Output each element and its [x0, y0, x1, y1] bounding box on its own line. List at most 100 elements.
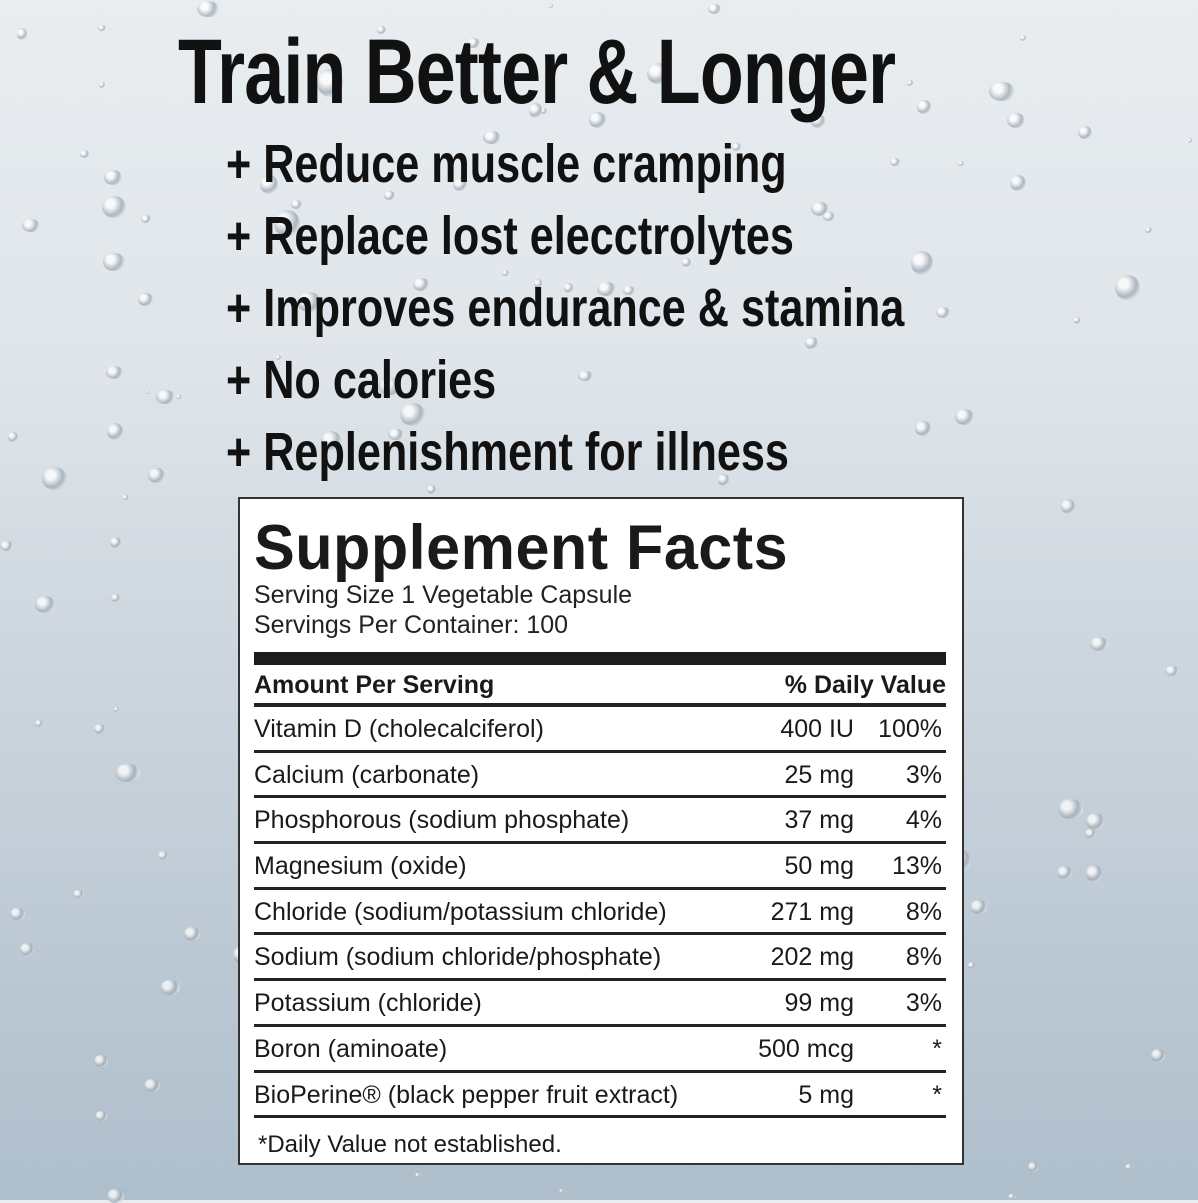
nutrient-name: Chloride (sodium/potassium chloride) — [254, 897, 667, 926]
water-droplet — [1144, 226, 1152, 233]
water-droplet — [1007, 112, 1026, 129]
water-droplet — [103, 252, 125, 272]
water-droplet — [72, 889, 84, 898]
nutrient-daily-value: 3% — [905, 989, 942, 1018]
water-droplet — [1073, 317, 1081, 325]
water-droplet — [8, 431, 19, 443]
water-droplet — [21, 219, 41, 233]
water-droplet — [10, 907, 25, 921]
nutrient-name: Phosphorous (sodium phosphate) — [254, 806, 630, 835]
nutrient-amount: 400 IU — [780, 715, 854, 743]
facts-row: Chloride (sodium/potassium chloride) 271 … — [254, 890, 946, 936]
water-droplet — [1187, 137, 1193, 143]
water-droplet — [989, 82, 1015, 101]
nutrient-amount: 99 mg — [784, 989, 854, 1018]
facts-header-row: Amount Per Serving % Daily Value — [254, 665, 946, 707]
water-droplet — [110, 593, 121, 603]
water-droplet — [157, 850, 169, 861]
water-droplet — [20, 943, 34, 957]
benefit-item: + Reduce muscle cramping — [226, 134, 787, 194]
water-droplet — [559, 1188, 565, 1193]
water-droplet — [1008, 1193, 1016, 1200]
water-droplet — [113, 707, 120, 712]
nutrient-name: Sodium (sodium chloride/phosphate) — [254, 943, 662, 972]
water-droplet — [99, 82, 105, 89]
nutrient-daily-value: 8% — [905, 943, 942, 972]
water-droplet — [114, 764, 141, 783]
water-droplet — [94, 1054, 108, 1068]
nutrient-name: Vitamin D (cholecalciferol) — [254, 715, 544, 743]
water-droplet — [97, 25, 106, 31]
water-droplet — [1085, 829, 1096, 839]
water-droplet — [140, 215, 152, 223]
water-droplet — [0, 540, 13, 551]
header-amount: Amount Per Serving — [254, 671, 495, 699]
water-droplet — [415, 1172, 421, 1178]
water-droplet — [1028, 1162, 1039, 1173]
water-droplet — [95, 1111, 108, 1122]
water-droplet — [148, 468, 165, 484]
water-droplet — [708, 4, 721, 15]
water-droplet — [107, 1188, 124, 1203]
footnote: *Daily Value not established. — [258, 1131, 562, 1159]
benefit-item: + No calories — [226, 350, 497, 410]
water-droplet — [34, 596, 55, 613]
water-droplet — [970, 900, 987, 914]
benefit-item: + Replace lost elecctrolytes — [226, 206, 794, 266]
nutrient-name: Magnesium (oxide) — [254, 852, 467, 881]
water-droplet — [160, 979, 181, 996]
facts-row: Vitamin D (cholecalciferol) 400 IU 100% — [254, 707, 946, 753]
water-droplet — [155, 390, 176, 405]
water-droplet — [35, 720, 44, 728]
water-droplet — [176, 394, 182, 400]
nutrient-amount: 500 mcg — [758, 1034, 854, 1063]
benefit-item: + Replenishment for illness — [226, 422, 789, 482]
water-droplet — [144, 1078, 160, 1093]
water-droplet — [1090, 637, 1108, 652]
servings-per-container: Servings Per Container: 100 — [254, 611, 569, 639]
water-droplet — [1057, 866, 1073, 880]
facts-row: BioPerine® (black pepper fruit extract) 5… — [254, 1073, 946, 1119]
nutrient-name: BioPerine® (black pepper fruit extract) — [254, 1080, 679, 1109]
nutrient-amount: 25 mg — [784, 760, 854, 789]
water-droplet — [101, 195, 126, 218]
water-droplet — [122, 495, 129, 501]
facts-row: Boron (aminoate) 500 mcg * — [254, 1027, 946, 1073]
facts-row: Magnesium (oxide) 50 mg 13% — [254, 844, 946, 890]
nutrient-name: Calcium (carbonate) — [254, 760, 480, 789]
water-droplet — [184, 927, 201, 941]
nutrient-name: Boron (aminoate) — [254, 1034, 448, 1063]
supplement-facts-panel: Supplement Facts Serving Size 1 Vegetabl… — [238, 497, 964, 1165]
water-droplet — [1165, 665, 1179, 676]
nutrient-amount: 37 mg — [784, 806, 854, 835]
water-droplet — [1078, 125, 1093, 139]
water-droplet — [104, 169, 122, 185]
facts-row: Calcium (carbonate) 25 mg 3% — [254, 753, 946, 799]
nutrient-amount: 50 mg — [784, 852, 854, 881]
water-droplet — [138, 292, 154, 307]
nutrient-daily-value: 100% — [878, 715, 942, 743]
nutrient-amount: 202 mg — [770, 943, 854, 972]
serving-size: Serving Size 1 Vegetable Capsule — [254, 581, 633, 609]
water-droplet — [1019, 34, 1027, 42]
water-droplet — [79, 149, 90, 159]
water-droplet — [42, 466, 68, 490]
water-droplet — [968, 962, 975, 970]
water-droplet — [107, 423, 123, 440]
nutrient-daily-value: 3% — [905, 760, 942, 789]
water-droplet — [1125, 1163, 1133, 1170]
facts-row: Sodium (sodium chloride/phosphate) 202 mg… — [254, 935, 946, 982]
nutrient-daily-value: 8% — [905, 897, 942, 926]
nutrient-name: Potassium (chloride) — [254, 989, 482, 1018]
water-droplet — [109, 536, 122, 548]
water-droplet — [549, 4, 554, 9]
water-droplet — [1085, 813, 1105, 831]
water-droplet — [16, 27, 28, 40]
facts-title: Supplement Facts — [254, 513, 789, 583]
thick-divider — [254, 652, 946, 665]
nutrient-daily-value: 4% — [905, 806, 942, 835]
water-droplet — [105, 366, 124, 380]
water-droplet — [1085, 865, 1103, 882]
water-droplet — [1061, 498, 1076, 515]
headline: Train Better & Longer — [178, 21, 896, 123]
